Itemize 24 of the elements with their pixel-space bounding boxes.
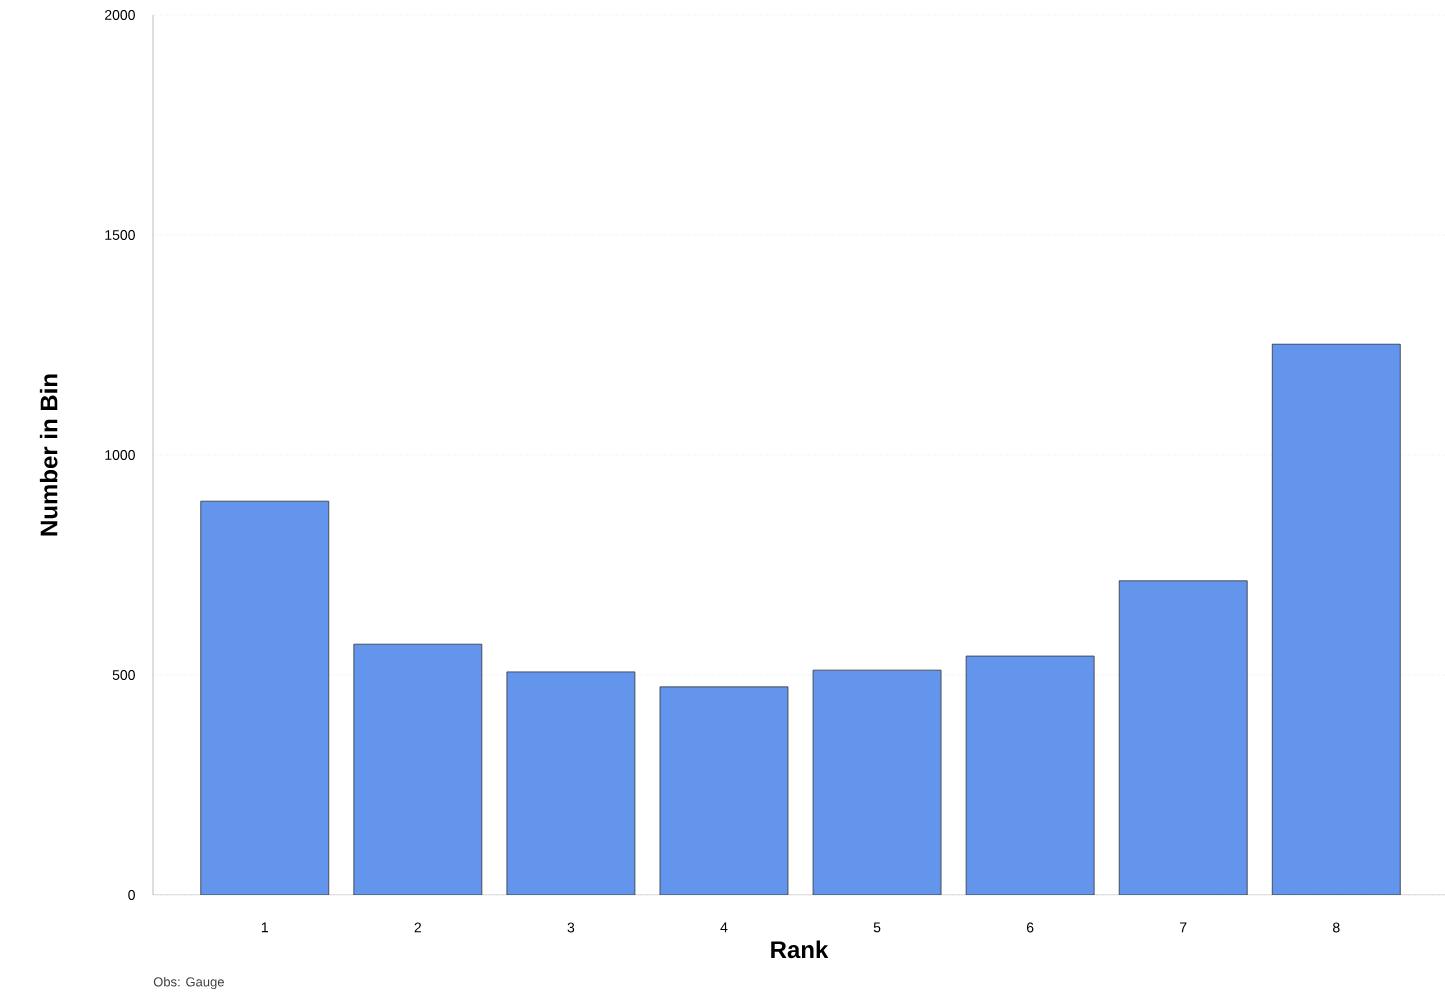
- x-tick-label: 1: [261, 922, 268, 933]
- y-tick-label: 0: [128, 890, 135, 900]
- x-tick-label: 7: [1180, 922, 1187, 933]
- y-tick-label: 1000: [105, 450, 135, 460]
- bar: [1271, 343, 1401, 895]
- x-tick-label: 2: [414, 922, 422, 933]
- x-tick-label: 6: [1026, 922, 1034, 933]
- x-tick-label: 5: [873, 922, 881, 933]
- text: Obs: Gauge: [153, 976, 224, 990]
- y-axis-title: Number in Bin: [39, 374, 58, 536]
- x-tick-label: 8: [1333, 922, 1340, 933]
- bar: [1118, 580, 1248, 895]
- x-tick-label: 4: [720, 922, 728, 933]
- bar: [200, 500, 330, 895]
- x-tick-label: 3: [567, 922, 575, 933]
- y-tick-label: 500: [112, 670, 135, 680]
- x-axis-title: Rank: [771, 940, 829, 959]
- y-tick-label: 1500: [105, 230, 135, 240]
- bar: [812, 669, 942, 895]
- bar: [353, 643, 483, 895]
- bar: [506, 671, 636, 895]
- y-tick-label: 2000: [105, 10, 135, 20]
- bar: [965, 655, 1095, 895]
- bar: [659, 686, 789, 895]
